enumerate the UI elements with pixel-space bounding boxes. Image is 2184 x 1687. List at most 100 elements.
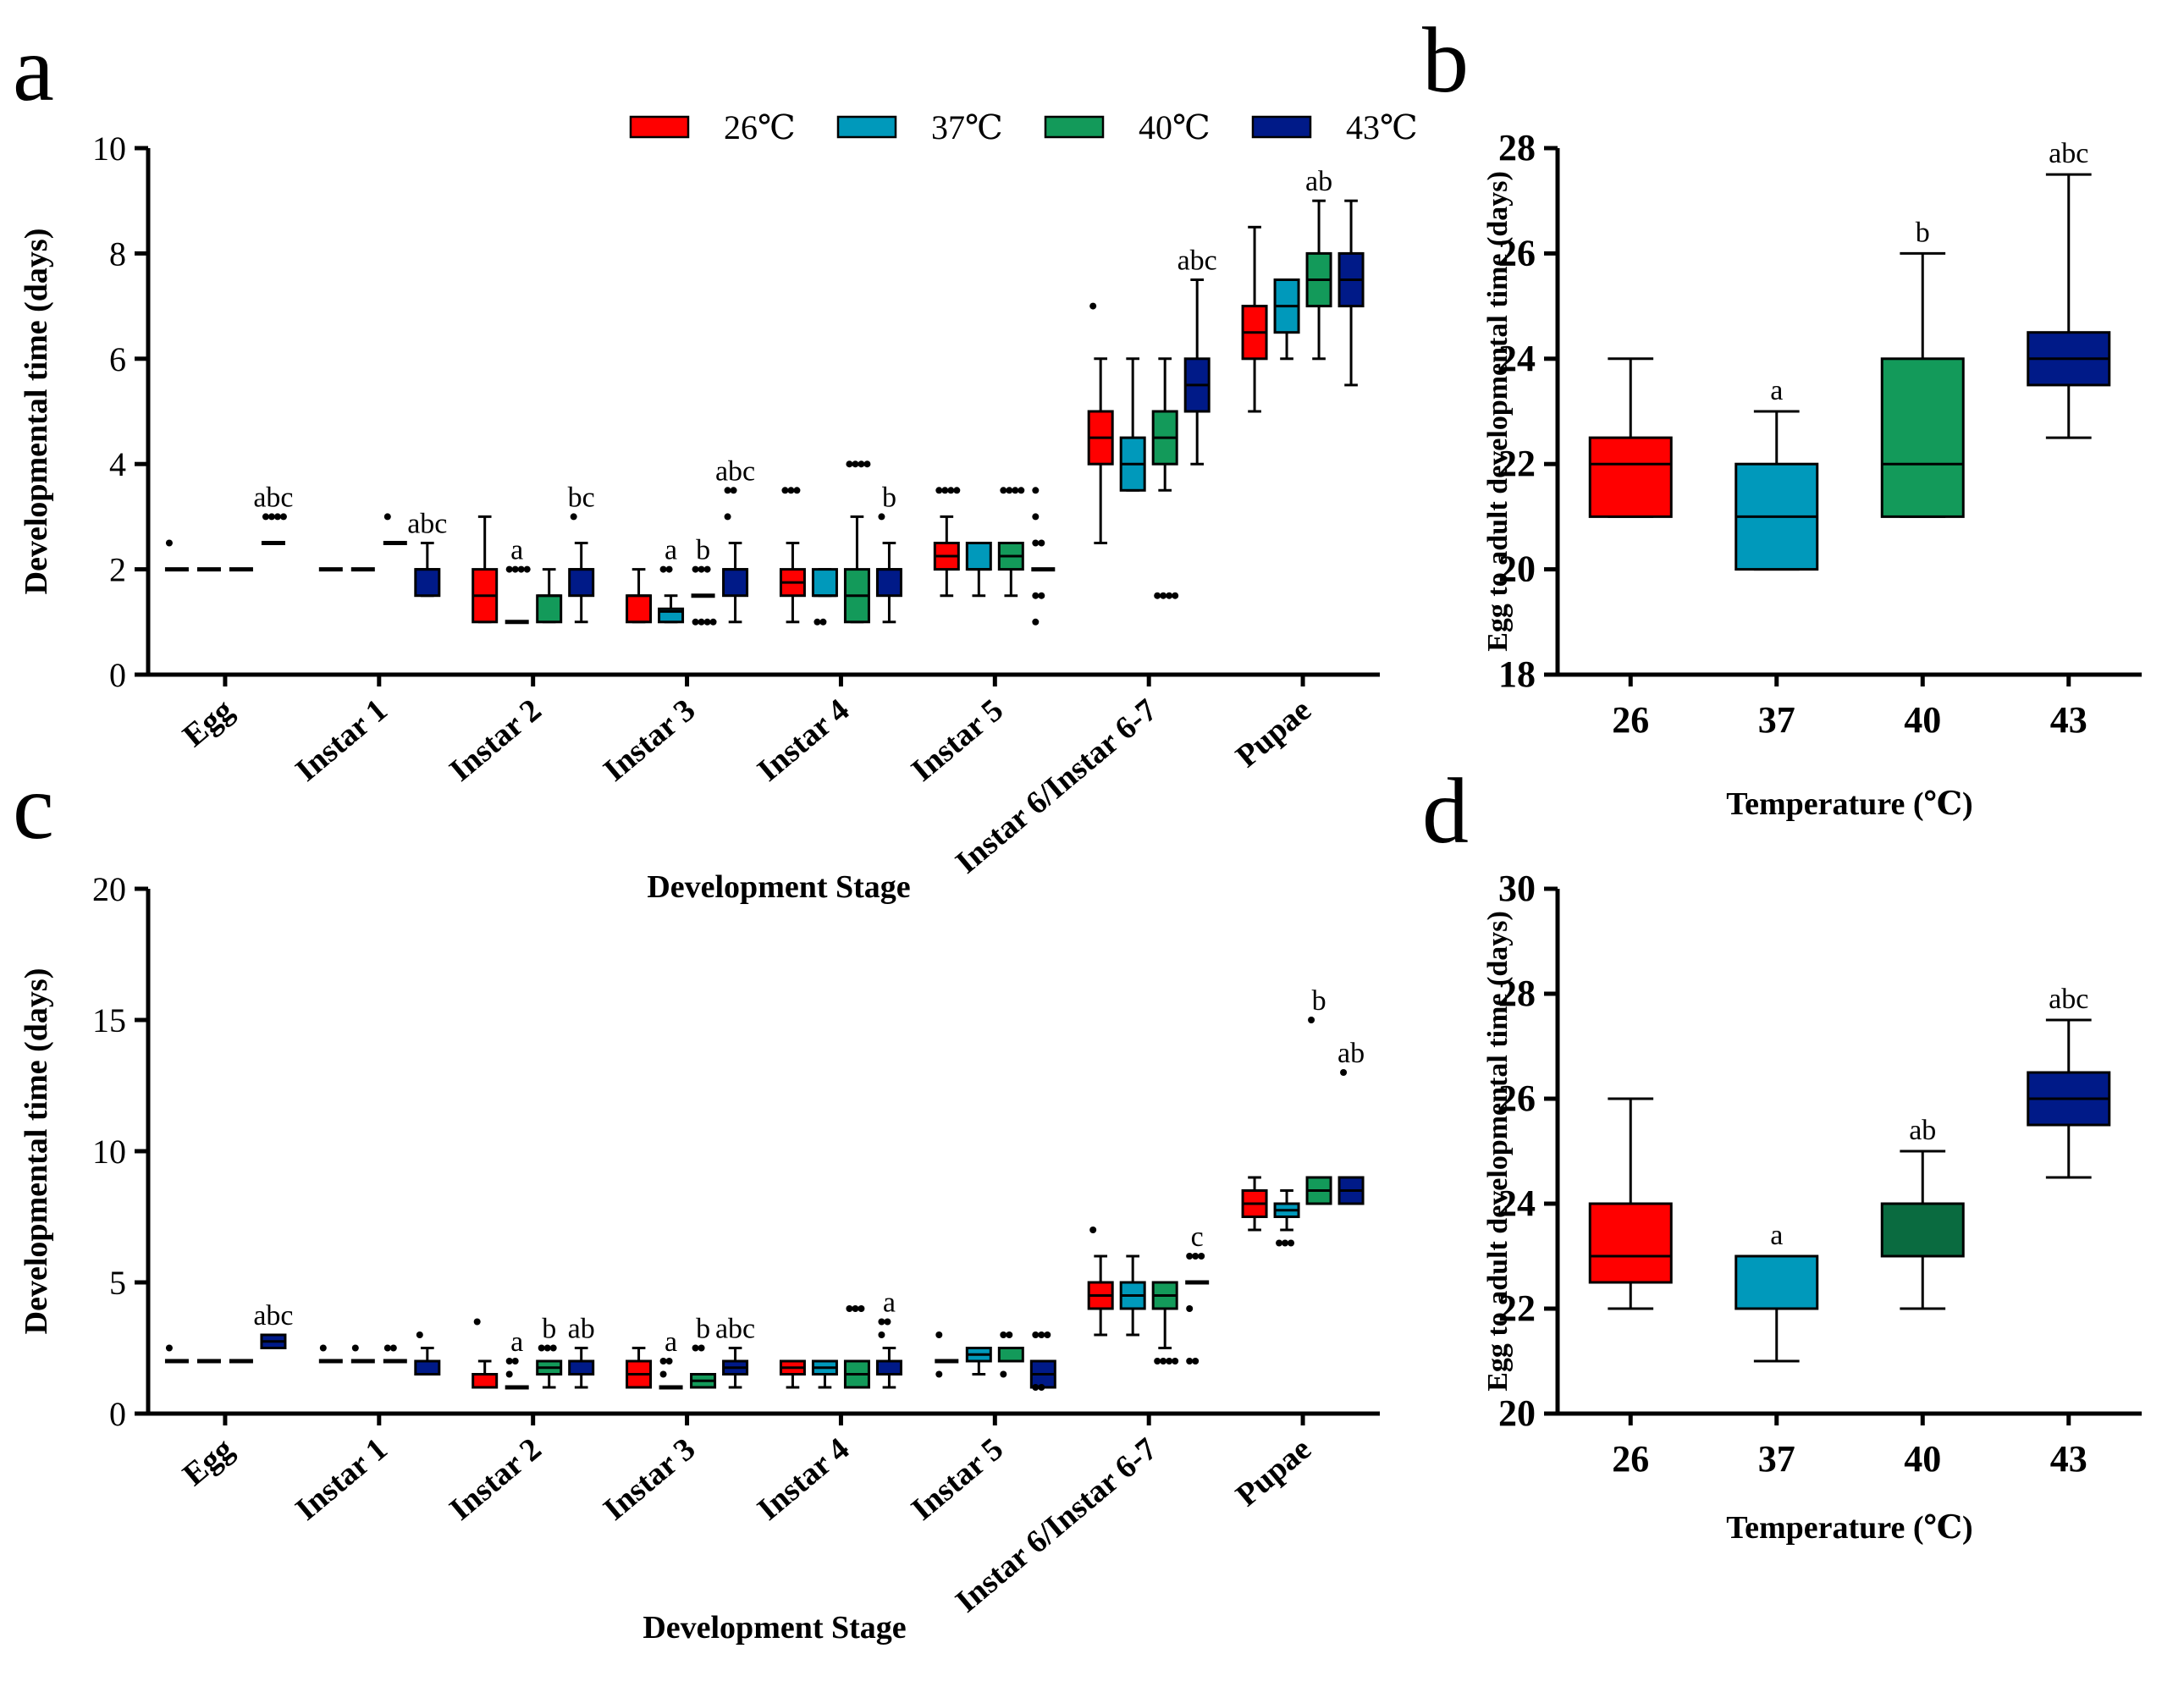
y-tick-label: 28 — [1498, 127, 1536, 168]
significance-label: abc — [407, 509, 447, 540]
outlier-point — [819, 618, 827, 626]
outlier-point — [1006, 1331, 1013, 1338]
outlier-point — [1186, 1305, 1194, 1312]
box-3-0-box — [626, 594, 653, 624]
outlier-point — [698, 565, 705, 573]
box-2-box — [1880, 357, 1965, 518]
outlier-point — [787, 487, 795, 494]
outlier-point — [709, 618, 717, 626]
significance-label: abc — [253, 1300, 293, 1331]
y-tick-label: 22 — [1498, 1287, 1536, 1329]
y-tick-label: 18 — [1498, 653, 1536, 695]
x-category-label: 37 — [1758, 699, 1795, 741]
outlier-point — [1282, 1239, 1289, 1247]
outlier-point — [1032, 539, 1040, 547]
outlier-point — [1006, 487, 1013, 494]
y-tick-label: 30 — [1498, 868, 1536, 909]
y-tick-label: 0 — [109, 1395, 126, 1433]
outlier-point — [665, 1358, 673, 1364]
x-category-label: Instar 2 — [443, 1431, 548, 1528]
y-tick-label: 20 — [1498, 1392, 1536, 1434]
x-category-label: 37 — [1758, 1438, 1795, 1480]
y-axis-title: Developmental time (days) — [19, 968, 54, 1335]
outlier-point — [1000, 487, 1007, 494]
outlier-point — [1000, 1331, 1007, 1338]
significance-label: abc — [2049, 984, 2088, 1015]
outlier-point — [279, 513, 287, 521]
outlier-point — [858, 460, 865, 468]
y-tick-label: 15 — [92, 1001, 126, 1039]
significance-label: a — [510, 535, 523, 566]
outlier-point — [1276, 1239, 1283, 1247]
x-category-label: 40 — [1904, 1438, 1941, 1480]
outlier-point — [1089, 302, 1097, 310]
x-category-label: Instar 5 — [905, 1431, 1010, 1528]
outlier-point — [1154, 1358, 1161, 1364]
significance-label: b — [696, 535, 710, 566]
y-tick-label: 26 — [1498, 232, 1536, 273]
significance-label: a — [883, 1287, 896, 1319]
y-tick-label: 10 — [92, 130, 126, 168]
outlier-point — [1166, 1358, 1173, 1364]
y-tick-label: 6 — [109, 340, 126, 378]
outlier-point — [1340, 1069, 1348, 1076]
legend-swatch-2 — [1044, 115, 1105, 139]
outlier-point — [659, 1370, 667, 1378]
outlier-point — [793, 487, 801, 494]
outlier-point — [1000, 1370, 1007, 1378]
significance-label: abc — [715, 1314, 755, 1345]
box-1-3-box — [414, 568, 441, 598]
outlier-point — [724, 487, 731, 494]
outlier-point — [1160, 1358, 1167, 1364]
legend-label-0: 26℃ — [724, 108, 796, 146]
y-tick-label: 24 — [1498, 1183, 1536, 1224]
outlier-point — [692, 618, 699, 626]
significance-label: abc — [253, 482, 293, 513]
y-tick-label: 0 — [109, 656, 126, 694]
outlier-point — [1012, 487, 1019, 494]
x-category-label: Instar 4 — [751, 692, 856, 789]
outlier-point — [473, 1318, 481, 1326]
significance-label: bc — [568, 482, 595, 513]
outlier-point — [813, 618, 821, 626]
outlier-point — [1032, 1384, 1040, 1391]
outlier-point — [935, 487, 943, 494]
outlier-point — [383, 1344, 391, 1352]
box-1-3-box — [414, 1359, 441, 1376]
legend-swatch-1 — [836, 115, 897, 139]
x-category-label: Instar 1 — [289, 1431, 394, 1528]
outlier-point — [703, 565, 711, 573]
outlier-point — [692, 1344, 699, 1352]
box-2-0-box — [472, 1373, 499, 1389]
panel-a: a 0 2 4 6 8 10 Developmental time (days) Develo… — [13, 17, 1380, 905]
x-category-label: Instar 3 — [597, 1431, 702, 1528]
y-axis-title: Developmental time (days) — [19, 229, 54, 595]
outlier-point — [1186, 1253, 1194, 1260]
outlier-point — [781, 487, 789, 494]
outlier-point — [1038, 592, 1045, 599]
significance-label: b — [882, 482, 896, 513]
box-4-3-box — [875, 1359, 902, 1376]
outlier-point — [1032, 1331, 1040, 1338]
legend-label-1: 37℃ — [931, 108, 1003, 146]
outlier-point — [505, 1358, 513, 1364]
outlier-point — [383, 513, 391, 521]
box-2-3-box — [568, 568, 595, 598]
y-tick-label: 5 — [109, 1264, 126, 1302]
legend-label-2: 40℃ — [1139, 108, 1211, 146]
outlier-point — [538, 1344, 545, 1352]
outlier-point — [953, 487, 961, 494]
outlier-point — [947, 487, 955, 494]
x-category-label: Pupae — [1229, 1431, 1318, 1513]
outlier-point — [1192, 1358, 1200, 1364]
legend-label-3: 43℃ — [1346, 108, 1418, 146]
outlier-point — [846, 460, 853, 468]
x-category-label: Instar 3 — [597, 692, 702, 789]
outlier-point — [511, 565, 519, 573]
significance-label: ab — [568, 1314, 595, 1345]
outlier-point — [698, 1344, 705, 1352]
box-2-box — [1880, 1202, 1965, 1258]
outlier-point — [351, 1344, 359, 1352]
legend: 26℃ 37℃ 40℃ 43℃ — [629, 108, 1418, 146]
panel-label-a: a — [13, 17, 54, 120]
